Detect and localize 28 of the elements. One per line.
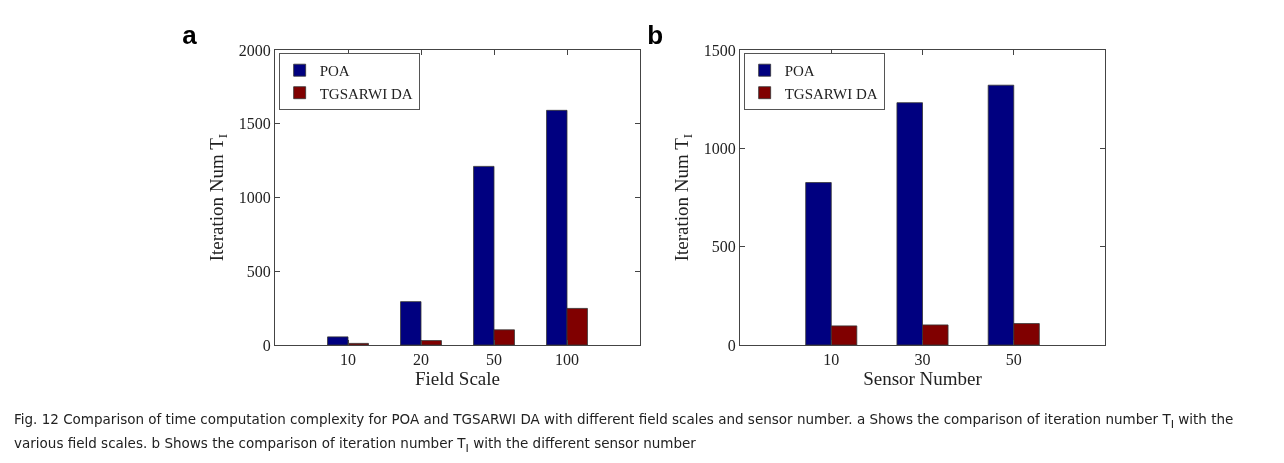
chart-title: a (182, 19, 198, 50)
x-tick-label: 10 (340, 351, 356, 369)
x-tick-label: 10 (823, 351, 840, 369)
y-tick-label: 500 (711, 238, 736, 256)
y-tick-label: 2000 (238, 41, 271, 59)
x-tick-label: 30 (914, 351, 931, 369)
bar (400, 301, 422, 345)
y-tick-label: 0 (727, 336, 736, 354)
bar (327, 336, 349, 345)
y-tick-label: 500 (246, 262, 271, 280)
x-tick-label: 50 (1005, 351, 1022, 369)
x-tick-label: 20 (413, 351, 429, 369)
x-tick-label: 50 (486, 351, 502, 369)
legend-label: TGSARWI DA (784, 85, 878, 102)
x-tick-label: 100 (555, 351, 579, 369)
text: Fig. 12 Comparison of time computation complexity for POA and TGSARWI DA with different field scales and sensor number. a Shows the comparison of iteration number T$_{I}$ with the various field scales. b Shows the comparison of iteration number T$_{I}$ with the different sensor number (14, 411, 1234, 455)
legend-label: POA (784, 63, 815, 80)
y-tick-label: 1500 (238, 115, 271, 133)
y-tick-label: 1500 (703, 41, 736, 59)
y-tick-label: 0 (262, 336, 271, 354)
y-tick-label: 1000 (238, 189, 271, 207)
x-axis-title: Field Scale (415, 368, 500, 390)
chart-title: b (647, 19, 664, 50)
y-tick-label: 1000 (703, 139, 736, 157)
legend-label: POA (319, 63, 350, 80)
legend-label: TGSARWI DA (319, 85, 413, 102)
bar (420, 340, 442, 345)
x-axis-title: Sensor Number (863, 368, 983, 390)
